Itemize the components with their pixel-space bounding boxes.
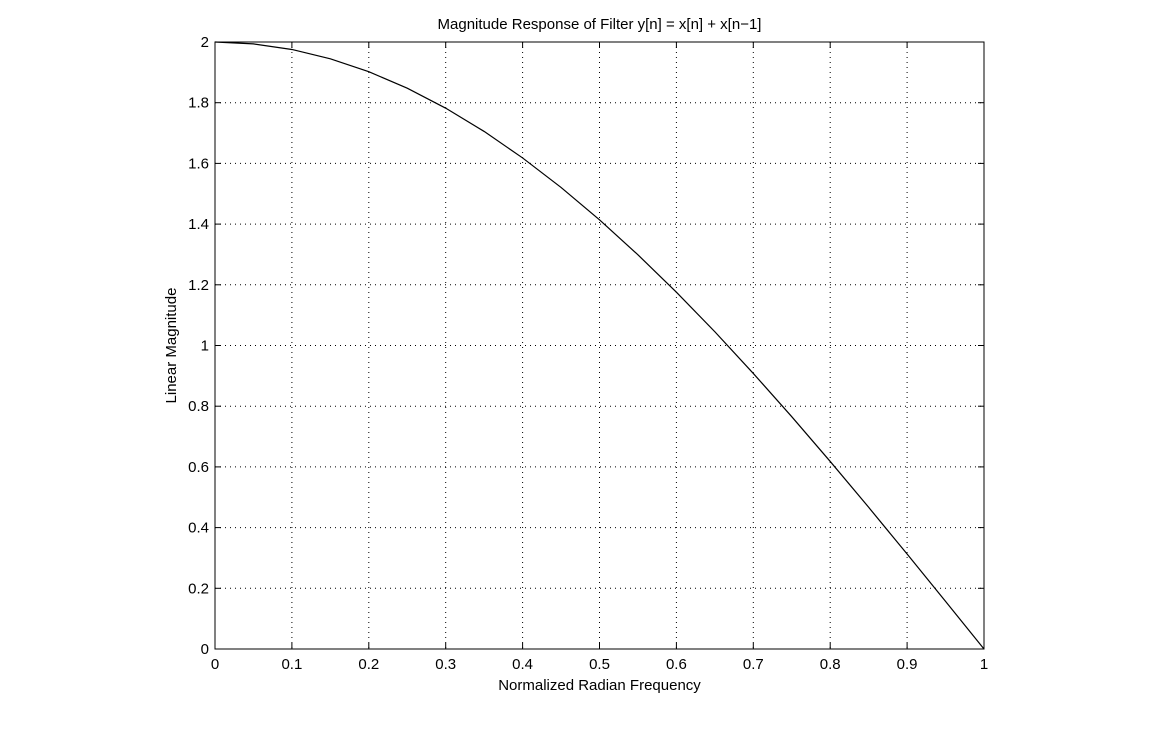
plot-area (214, 41, 985, 650)
y-tick-label: 1.2 (188, 277, 209, 294)
axis-ticks (214, 41, 985, 650)
x-tick-label: 0.9 (897, 656, 918, 673)
grid (215, 42, 984, 649)
y-tick-label: 1.4 (188, 216, 209, 233)
y-tick-label: 0.4 (188, 520, 209, 537)
y-axis: 0 0.2 0.4 0.6 0.8 1 1.2 1.4 1.6 1.8 2 (188, 34, 209, 658)
y-tick-label: 1.8 (188, 95, 209, 112)
y-tick-label: 0 (201, 641, 209, 658)
y-axis-label: Linear Magnitude (163, 288, 180, 404)
x-tick-label: 0.5 (589, 656, 610, 673)
x-tick-label: 0.6 (666, 656, 687, 673)
series-line (214, 41, 985, 650)
x-tick-label: 1 (980, 656, 988, 673)
x-tick-label: 0.3 (435, 656, 456, 673)
x-tick-label: 0.8 (820, 656, 841, 673)
x-axis: 0 0.1 0.2 0.3 0.4 0.5 0.6 0.7 0.8 0.9 1 (211, 656, 988, 673)
x-tick-label: 0 (211, 656, 219, 673)
y-tick-label: 1 (201, 338, 209, 355)
x-axis-label: Normalized Radian Frequency (498, 677, 701, 694)
y-tick-label: 0.2 (188, 580, 209, 597)
x-tick-label: 0.7 (743, 656, 764, 673)
x-tick-label: 0.4 (512, 656, 533, 673)
x-tick-label: 0.1 (281, 656, 302, 673)
y-tick-label: 0.8 (188, 398, 209, 415)
y-tick-label: 0.6 (188, 459, 209, 476)
y-tick-label: 2 (201, 34, 209, 51)
chart-title: Magnitude Response of Filter y[n] = x[n]… (438, 16, 762, 33)
x-tick-label: 0.2 (358, 656, 379, 673)
y-tick-label: 1.6 (188, 155, 209, 172)
